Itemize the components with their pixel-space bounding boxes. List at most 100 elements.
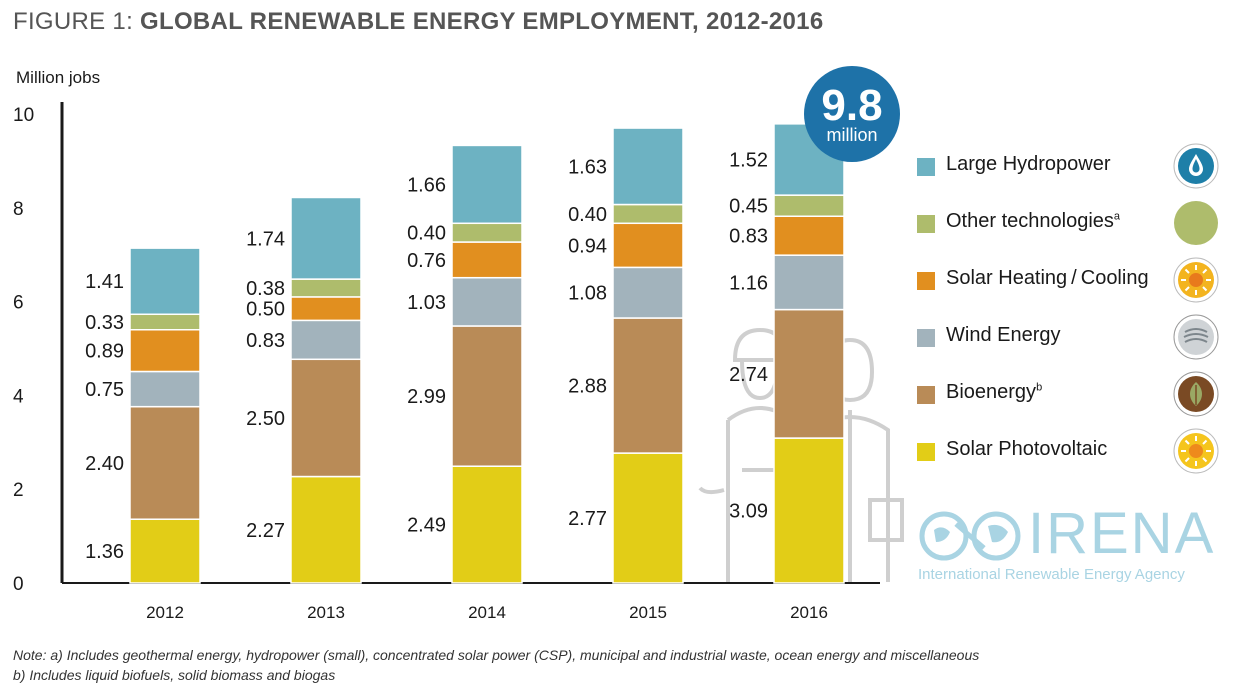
x-tick-label: 2016 — [790, 603, 828, 622]
legend-item-solar-heating-cooling: Solar Heating / Cooling — [915, 257, 1225, 314]
x-tick-label: 2013 — [307, 603, 345, 622]
data-label: 1.16 — [729, 272, 768, 294]
data-label: 2.40 — [85, 453, 124, 475]
footnote-a: Note: a) Includes geothermal energy, hyd… — [13, 647, 980, 663]
bar-segment — [129, 328, 201, 373]
data-label: 2.77 — [568, 508, 607, 530]
bar-segment — [612, 452, 684, 584]
bar-segment — [612, 127, 684, 206]
employment-chart: 0 2 4 6 8 10 1.36 2.40 0.75 0.89 0.33 1.41 2012 2.27 2… — [13, 66, 904, 622]
bar-segment — [290, 196, 362, 280]
total-unit: million — [826, 125, 877, 145]
bar-segment — [290, 278, 362, 298]
x-tick-label: 2015 — [629, 603, 667, 622]
bar-segment — [451, 276, 523, 327]
bar-segment — [773, 194, 845, 217]
data-label: 0.94 — [568, 235, 607, 257]
data-label: 0.83 — [729, 226, 768, 248]
bar-segment — [290, 319, 362, 361]
sun-icon — [1173, 428, 1219, 474]
legend-label: Solar Photovoltaic — [946, 438, 1108, 460]
irena-wordmark: IRENA — [1028, 501, 1216, 566]
bar-segment — [773, 437, 845, 584]
data-label: 1.66 — [407, 174, 446, 196]
legend-swatch — [917, 158, 935, 176]
sun-icon — [1173, 257, 1219, 303]
total-badge — [804, 66, 900, 162]
legend-item-bioenergy: Bioenergyb — [915, 371, 1225, 428]
data-label: 1.52 — [729, 149, 768, 171]
bar-segment — [773, 308, 845, 439]
legend-label: Wind Energy — [946, 324, 1061, 346]
circle-icon — [1174, 201, 1218, 245]
data-label: 2.74 — [729, 364, 768, 386]
bar-segment — [129, 405, 201, 520]
bar-segment — [129, 518, 201, 584]
bar-segment — [612, 222, 684, 269]
data-label: 0.33 — [85, 312, 124, 334]
data-label: 0.40 — [568, 204, 607, 226]
y-axis-label: Million jobs — [16, 68, 101, 87]
bar-segment — [451, 144, 523, 225]
irena-subtitle: International Renewable Energy Agency — [918, 566, 1185, 583]
bar-segment — [290, 358, 362, 478]
legend-label: Other technologies — [946, 210, 1114, 232]
legend-swatch — [917, 215, 935, 233]
bar-segment — [773, 215, 845, 256]
data-label: 2.88 — [568, 376, 607, 398]
irena-globe-icon — [919, 511, 1021, 561]
bar-segment — [451, 222, 523, 243]
bar-segment — [129, 313, 201, 331]
data-label: 3.09 — [729, 501, 768, 523]
y-tick-label: 10 — [13, 105, 34, 126]
legend-item-wind-energy: Wind Energy — [915, 314, 1225, 371]
data-label: 2.99 — [407, 386, 446, 408]
y-tick-label: 4 — [13, 386, 24, 407]
legend: Large Hydropower Other technologiesa Sol… — [915, 143, 1225, 485]
bar-segment — [290, 475, 362, 584]
bar-segment — [129, 370, 201, 408]
bar-segment — [451, 325, 523, 467]
data-label: 2.50 — [246, 408, 285, 430]
bar-segment — [290, 296, 362, 322]
footnotes: Note: a) Includes geothermal energy, hyd… — [13, 645, 979, 685]
data-label: 2.49 — [407, 515, 446, 537]
x-tick-label: 2014 — [468, 603, 506, 622]
legend-swatch — [917, 386, 935, 404]
y-tick-label: 8 — [13, 199, 24, 220]
bar-segment — [451, 241, 523, 279]
data-label: 0.45 — [729, 196, 768, 218]
legend-item-other-technologies: Other technologiesa — [915, 200, 1225, 257]
bar-segment — [451, 465, 523, 584]
legend-label: Bioenergy — [946, 381, 1037, 403]
total-value: 9.8 — [821, 81, 882, 130]
data-label: 0.76 — [407, 250, 446, 272]
legend-label: Large Hydropower — [946, 153, 1111, 175]
legend-swatch — [917, 272, 935, 290]
data-label: 0.40 — [407, 223, 446, 245]
data-label: 0.38 — [246, 278, 285, 300]
data-label: 1.36 — [85, 541, 124, 563]
wind-icon — [1173, 314, 1219, 360]
data-label: 0.50 — [246, 299, 285, 321]
bar-segment — [612, 266, 684, 319]
data-label: 0.89 — [85, 341, 124, 363]
figure-title: FIGURE 1: GLOBAL RENEWABLE ENERGY EMPLOY… — [13, 8, 823, 36]
data-label: 0.83 — [246, 330, 285, 352]
legend-swatch — [917, 443, 935, 461]
legend-item-large-hydropower: Large Hydropower — [915, 143, 1225, 200]
helmet-worker-body — [698, 406, 794, 582]
data-label: 0.75 — [85, 379, 124, 401]
y-tick-label: 2 — [13, 480, 24, 501]
data-label: 1.41 — [85, 271, 124, 293]
bar-segment — [773, 254, 845, 311]
figure-title-text: GLOBAL RENEWABLE ENERGY EMPLOYMENT, 2012… — [140, 8, 824, 35]
legend-swatch — [917, 329, 935, 347]
bar-segment — [612, 203, 684, 225]
data-label: 1.08 — [568, 283, 607, 305]
x-tick-label: 2012 — [146, 603, 184, 622]
bar-segment — [612, 317, 684, 454]
data-label: 1.74 — [246, 228, 285, 250]
y-tick-label: 0 — [13, 574, 24, 595]
water-drop-icon — [1173, 143, 1219, 189]
